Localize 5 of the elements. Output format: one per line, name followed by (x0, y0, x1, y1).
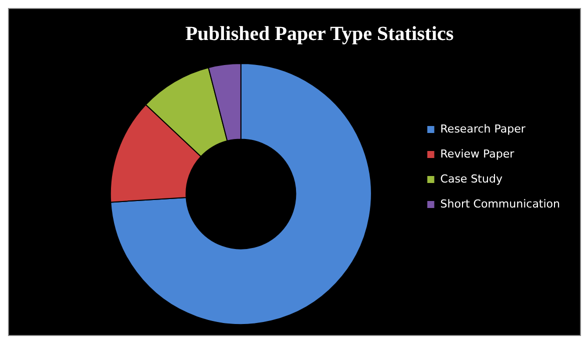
legend-label: Short Communication (440, 197, 560, 210)
legend-label: Review Paper (440, 147, 515, 160)
legend-label: Research Paper (440, 122, 526, 136)
legend-label: Case Study (440, 172, 503, 186)
chart-title: Published Paper Type Statistics (185, 23, 454, 46)
